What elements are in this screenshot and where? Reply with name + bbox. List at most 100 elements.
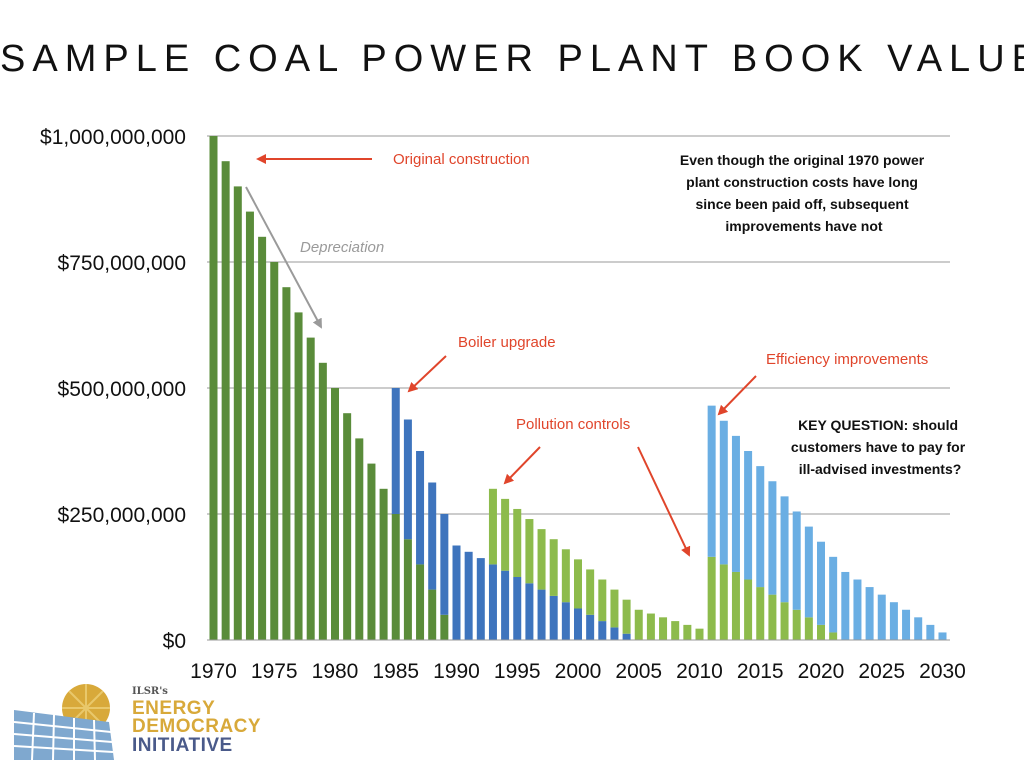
y-tick-label: $750,000,000 bbox=[58, 252, 186, 275]
pollution-bar bbox=[488, 488, 497, 565]
efficiency-bar bbox=[719, 420, 728, 565]
efficiency-bar bbox=[938, 632, 947, 640]
note-line: improvements have not bbox=[725, 218, 882, 234]
logo-line-energy: ENERGY bbox=[132, 698, 216, 719]
boiler-bar bbox=[403, 419, 412, 540]
pollution-bar bbox=[756, 587, 765, 640]
key-question-text: KEY QUESTION: should customers have to p… bbox=[791, 417, 969, 477]
original-bar bbox=[294, 312, 303, 640]
efficiency-improvements-arrow bbox=[717, 375, 757, 416]
pollution-bar bbox=[598, 579, 607, 622]
efficiency-bar bbox=[744, 451, 753, 580]
boiler-bar bbox=[586, 614, 595, 640]
pollution-bar bbox=[525, 519, 534, 584]
note-line: plant construction costs have long bbox=[686, 174, 918, 190]
pollution-bar bbox=[634, 609, 643, 640]
x-tick-label: 1980 bbox=[312, 660, 359, 680]
note-text: Even though the original 1970 power plan… bbox=[680, 152, 928, 234]
pollution-controls-arrow-left bbox=[503, 446, 541, 485]
efficiency-bar bbox=[817, 541, 825, 625]
original-bar bbox=[440, 614, 449, 640]
boiler-bar bbox=[452, 545, 461, 640]
sun-over-solar-panels-icon bbox=[14, 684, 114, 760]
y-tick-label: $0 bbox=[163, 630, 186, 653]
efficiency-bar bbox=[889, 602, 898, 640]
x-tick-label: 1995 bbox=[494, 660, 541, 680]
question-line: ill-advised investments? bbox=[799, 461, 962, 477]
original-bar bbox=[355, 438, 364, 640]
boiler-bar bbox=[501, 570, 510, 640]
original-bar bbox=[209, 136, 218, 640]
x-tick-label: 2030 bbox=[919, 660, 966, 680]
original-bar bbox=[306, 337, 315, 640]
boiler-bar bbox=[525, 583, 534, 640]
pollution-bar bbox=[671, 621, 680, 640]
depreciation-label: Depreciation bbox=[300, 239, 384, 256]
pollution-bar bbox=[731, 571, 740, 640]
original-bar bbox=[233, 186, 242, 640]
pollution-bar bbox=[646, 613, 655, 640]
boiler-bar bbox=[464, 551, 473, 640]
original-bar bbox=[270, 262, 279, 640]
pollution-bar bbox=[501, 498, 510, 571]
efficiency-bar bbox=[768, 481, 777, 595]
x-tick-label: 2010 bbox=[676, 660, 723, 680]
logo-line-democracy: DEMOCRACY bbox=[132, 716, 262, 737]
efficiency-bar bbox=[865, 587, 874, 640]
bars bbox=[209, 136, 947, 641]
y-tick-label: $500,000,000 bbox=[58, 378, 186, 401]
pollution-bar bbox=[792, 609, 801, 640]
efficiency-bar bbox=[926, 624, 935, 640]
note-line: since been paid off, subsequent bbox=[695, 196, 908, 212]
logo-small-text: ILSR's bbox=[132, 686, 168, 697]
pollution-controls-arrow-right bbox=[637, 446, 691, 557]
efficiency-bar bbox=[902, 609, 911, 640]
slide-title: SAMPLE COAL POWER PLANT BOOK VALUE bbox=[0, 38, 1024, 80]
boiler-bar bbox=[416, 451, 425, 565]
pollution-bar bbox=[817, 624, 825, 640]
efficiency-bar bbox=[841, 571, 850, 640]
pollution-bar bbox=[683, 624, 692, 640]
boiler-bar bbox=[549, 595, 558, 640]
x-tick-label: 1975 bbox=[251, 660, 298, 680]
depreciation-arrow bbox=[245, 186, 322, 329]
pollution-bar bbox=[780, 602, 789, 640]
pollution-controls-label: Pollution controls bbox=[516, 416, 630, 433]
boiler-bar bbox=[428, 482, 437, 590]
boiler-upgrade-arrow bbox=[407, 355, 447, 393]
boiler-bar bbox=[440, 514, 449, 615]
original-bar bbox=[416, 564, 425, 640]
question-line: KEY QUESTION: should bbox=[798, 417, 958, 433]
pollution-bar bbox=[561, 549, 570, 603]
gridlines bbox=[207, 135, 950, 515]
pollution-bar bbox=[659, 617, 668, 640]
original-bar bbox=[221, 161, 230, 640]
efficiency-bar bbox=[780, 496, 789, 603]
logo-line-initiative: INITIATIVE bbox=[132, 735, 233, 756]
x-tick-label: 2015 bbox=[737, 660, 784, 680]
boiler-bar bbox=[574, 608, 582, 640]
pollution-bar bbox=[622, 599, 631, 634]
x-tick-label: 1990 bbox=[433, 660, 480, 680]
pollution-bar bbox=[829, 632, 838, 640]
original-bar bbox=[331, 388, 339, 640]
pollution-bar bbox=[695, 628, 704, 640]
boiler-bar bbox=[598, 621, 607, 640]
pollution-bar bbox=[586, 569, 595, 615]
efficiency-bar bbox=[804, 526, 813, 618]
efficiency-improvements-label: Efficiency improvements bbox=[766, 351, 928, 368]
original-bar bbox=[318, 362, 327, 640]
question-line: customers have to pay for bbox=[791, 439, 966, 455]
pollution-bar bbox=[744, 579, 753, 640]
x-tick-label: 2005 bbox=[615, 660, 662, 680]
boiler-bar bbox=[622, 633, 631, 640]
original-bar bbox=[403, 539, 412, 640]
pollution-bar bbox=[574, 559, 582, 609]
original-bar bbox=[343, 413, 352, 640]
original-bar bbox=[258, 236, 267, 641]
efficiency-bar bbox=[877, 594, 886, 640]
pollution-bar bbox=[768, 594, 777, 640]
original-construction-label: Original construction bbox=[393, 151, 530, 168]
original-bar bbox=[367, 463, 376, 640]
pollution-bar bbox=[537, 529, 546, 590]
